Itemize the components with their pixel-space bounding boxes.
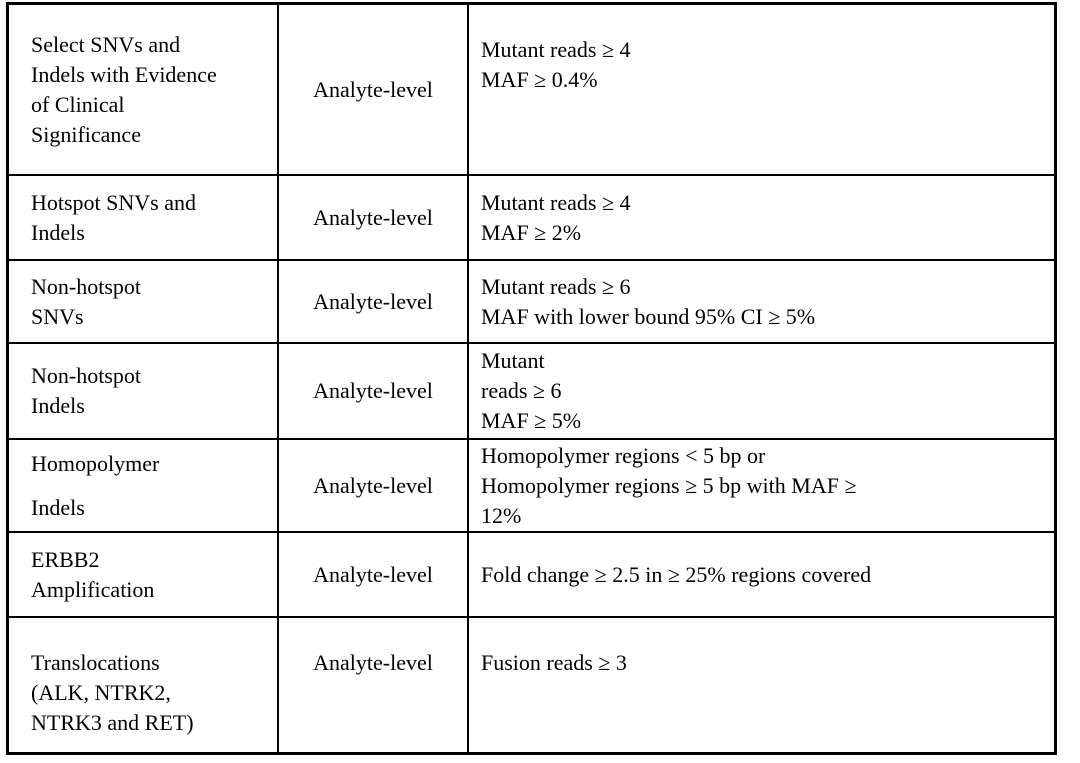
cell-criteria: Fusion reads ≥ 3 bbox=[481, 650, 627, 675]
cell-level: Analyte-level bbox=[279, 344, 469, 440]
cell-variant-type: Hotspot SNVs and Indels bbox=[9, 176, 279, 261]
cell-variant-type: Translocations (ALK, NTRK2, NTRK3 and RE… bbox=[9, 618, 279, 752]
cell-level: Analyte-level bbox=[279, 618, 469, 752]
cell-level: Analyte-level bbox=[279, 533, 469, 618]
cell-level: Analyte-level bbox=[279, 440, 469, 533]
cell-level: Analyte-level bbox=[279, 5, 469, 176]
cell-criteria: Mutant reads ≥ 4 MAF ≥ 2% bbox=[469, 176, 1054, 261]
cell-criteria: Mutant reads ≥ 4 MAF ≥ 0.4% bbox=[469, 5, 1054, 176]
cell-variant-type: Homopolymer Indels bbox=[9, 440, 279, 533]
cell-variant-type: ERBB2 Amplification bbox=[9, 533, 279, 618]
cell-variant-type: Non-hotspot Indels bbox=[9, 344, 279, 440]
cell-level: Analyte-level bbox=[279, 261, 469, 344]
cell-variant-type: Non-hotspot SNVs bbox=[9, 261, 279, 344]
cell-criteria: Mutant reads ≥ 6 MAF with lower bound 95… bbox=[469, 261, 1054, 344]
cell-criteria: Fold change ≥ 2.5 in ≥ 25% regions cover… bbox=[469, 533, 1054, 618]
cell-criteria: Mutant reads ≥ 6 MAF ≥ 5% bbox=[469, 344, 1054, 440]
cell-criteria: Homopolymer regions < 5 bp or Homopolyme… bbox=[469, 440, 1054, 533]
criteria-table: Select SNVs and Indels with Evidence of … bbox=[6, 2, 1057, 755]
cell-variant-type: Select SNVs and Indels with Evidence of … bbox=[9, 5, 279, 176]
cell-level: Analyte-level bbox=[279, 176, 469, 261]
